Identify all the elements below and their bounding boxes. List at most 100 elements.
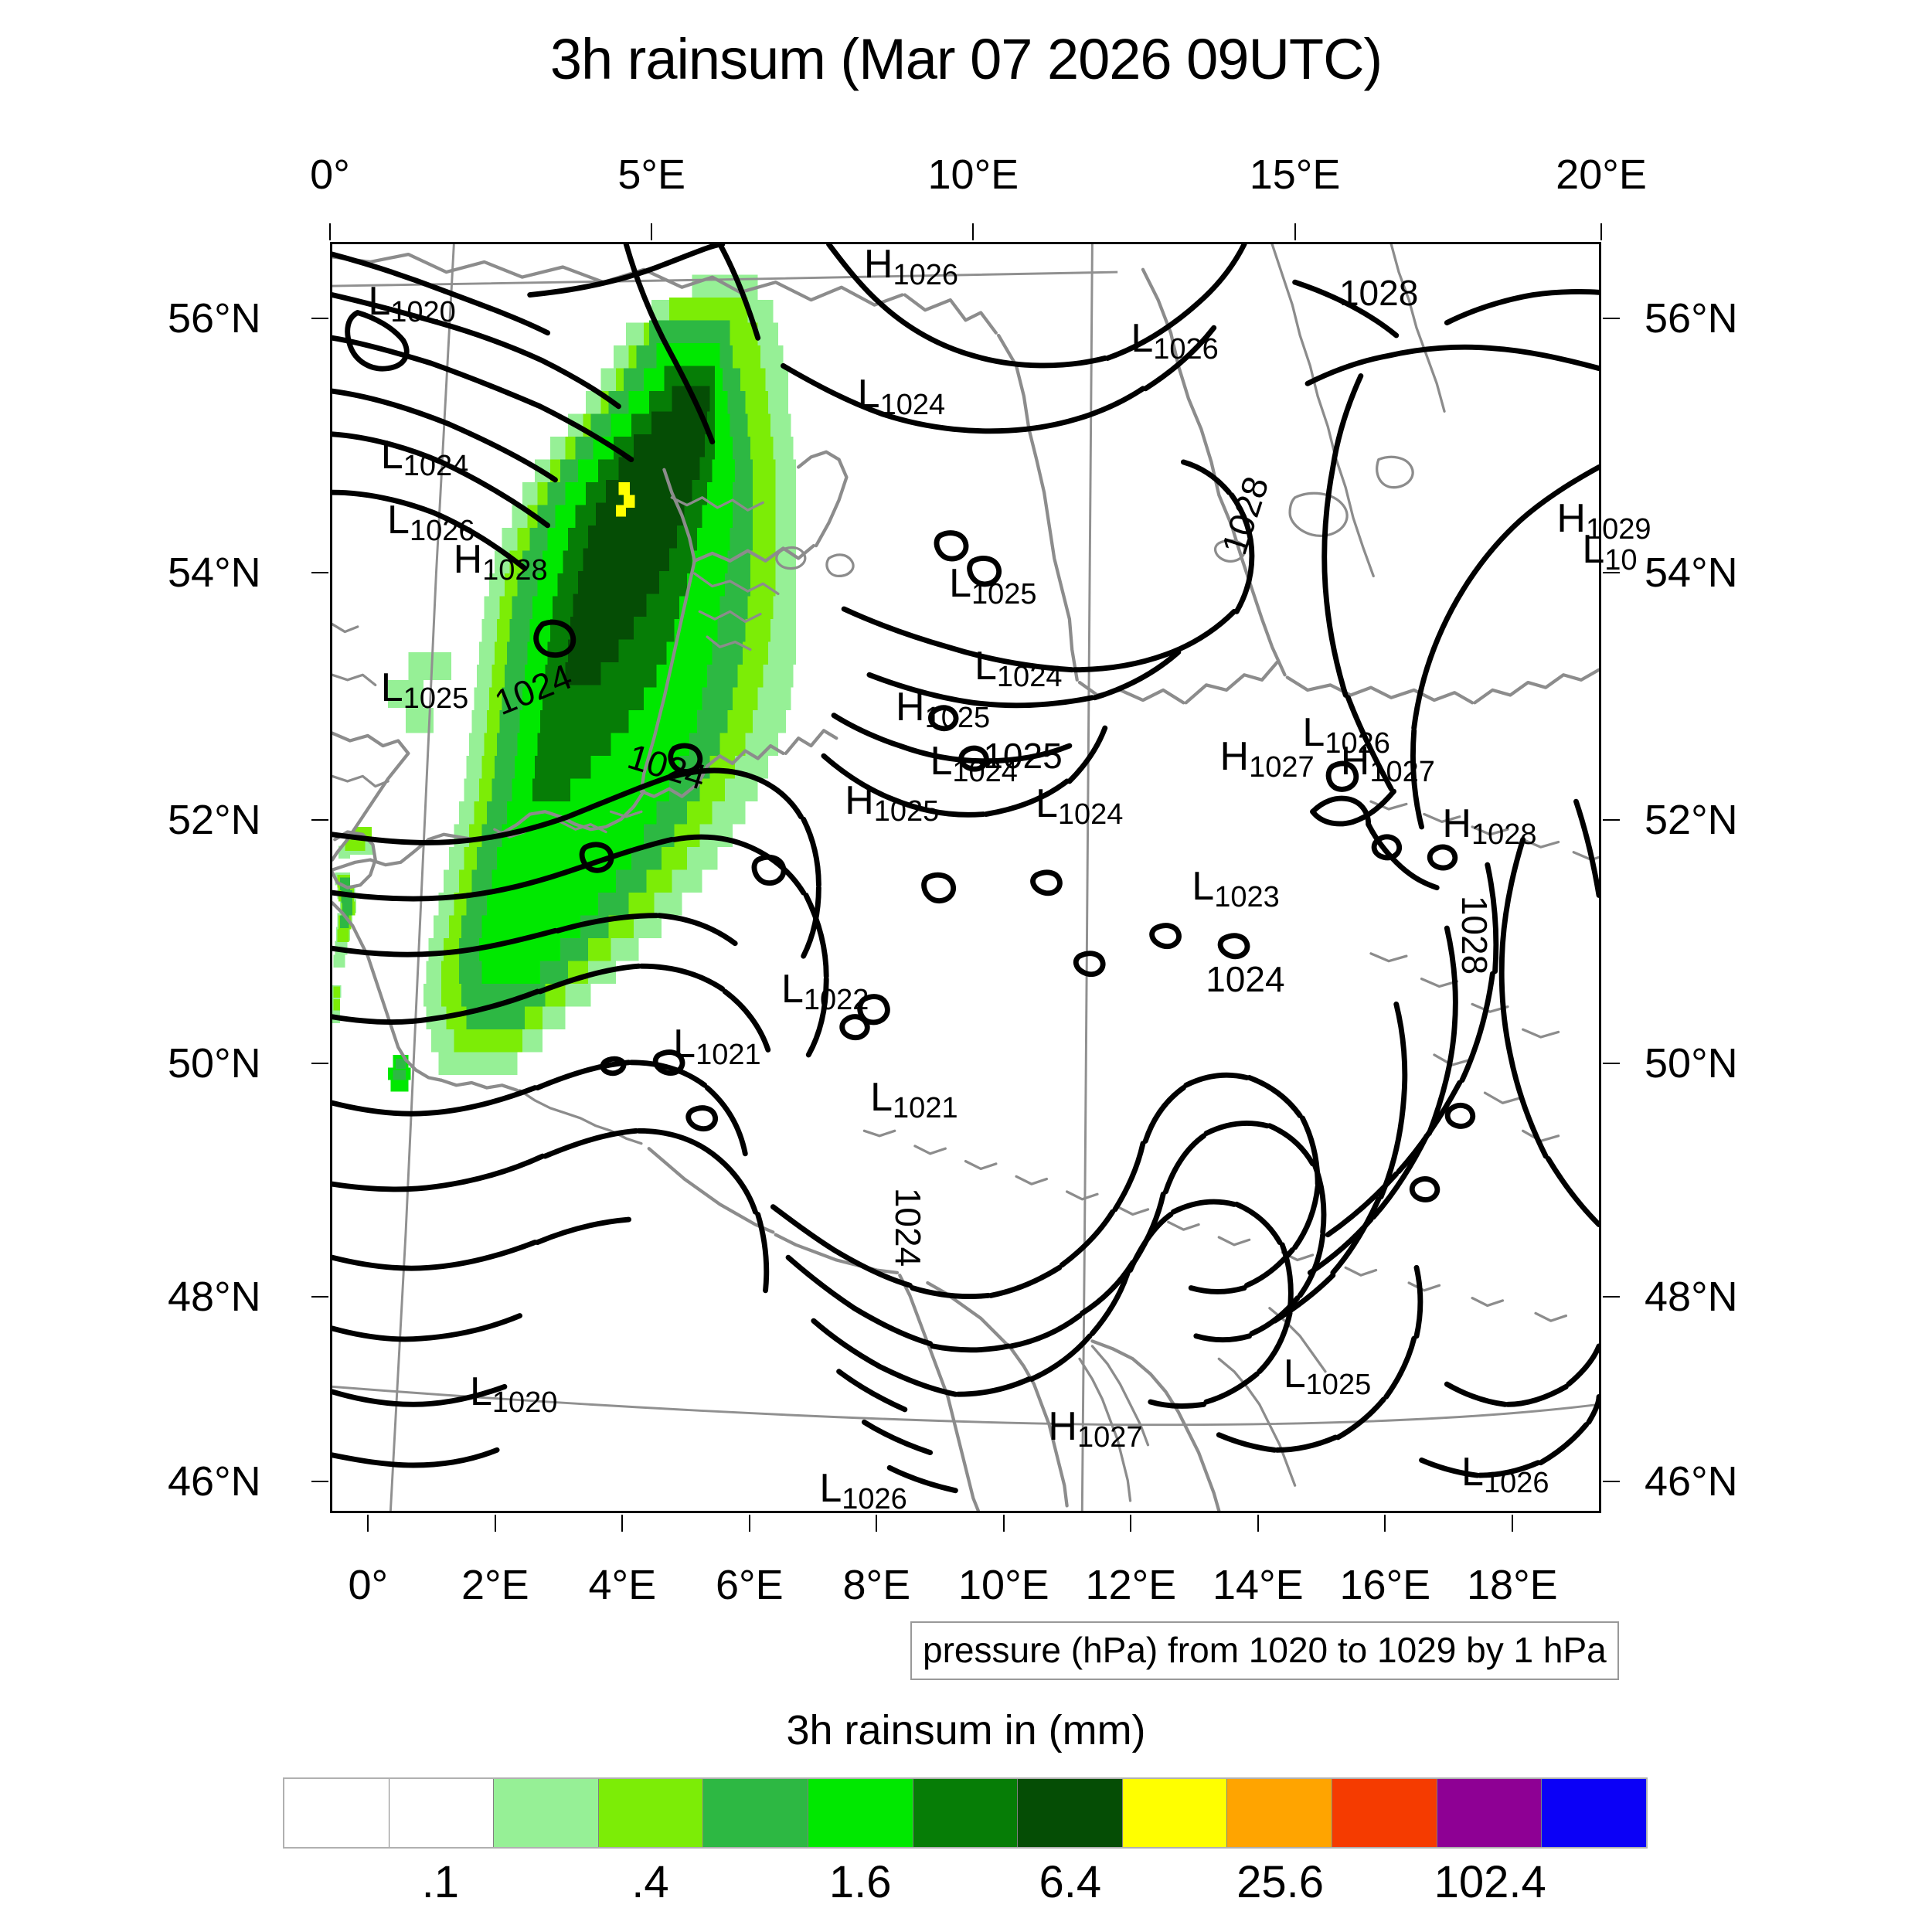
pressure-center-type: L (930, 739, 953, 784)
bottom-axis-label-4: 8°E (842, 1562, 911, 1608)
map-plot-area[interactable] (330, 242, 1601, 1513)
tick-mark (1603, 317, 1620, 319)
map-svg (332, 244, 1599, 1511)
pressure-center-type: L (1192, 863, 1215, 909)
bottom-axis-label-3: 6°E (716, 1562, 784, 1608)
pressure-center-value: 1025 (971, 578, 1037, 611)
colorbar-tick-1.6: 1.6 (828, 1857, 892, 1907)
left-axis-label-1: 54°N (168, 549, 261, 596)
colorbar-cell-9[interactable] (1227, 1779, 1333, 1847)
pressure-center-value: 1026 (1153, 332, 1219, 366)
colorbar-cell-4[interactable] (703, 1779, 809, 1847)
colorbar-tick-.4: .4 (631, 1857, 669, 1907)
pressure-center-h-17: H1025 (845, 781, 939, 826)
pressure-center-h-26: H1027 (1048, 1406, 1142, 1452)
pressure-center-type: H (453, 536, 483, 582)
colorbar[interactable] (283, 1777, 1648, 1849)
pressure-center-type: L (975, 644, 997, 689)
top-axis-label-4: 20°E (1556, 151, 1647, 198)
pressure-center-value: 10 (1604, 543, 1638, 577)
right-axis-label-5: 46°N (1645, 1458, 1738, 1505)
pressure-center-h-7: H1029 (1556, 496, 1651, 544)
colorbar-tick-6.4: 6.4 (1039, 1857, 1102, 1907)
pressure-center-value: 1024 (879, 389, 946, 422)
pressure-center-value: 1028 (482, 553, 548, 587)
bottom-axis-label-0: 0° (348, 1562, 389, 1608)
colorbar-tick-labels: .1 .4 1.6 6.4 25.6 102.4 (283, 1856, 1648, 1918)
colorbar-cell-3[interactable] (598, 1779, 704, 1847)
pressure-center-l-2: L1026 (1131, 315, 1218, 364)
tick-mark (876, 1515, 878, 1532)
colorbar-cell-1[interactable] (389, 1779, 495, 1847)
tick-mark (311, 1480, 328, 1482)
tick-mark (494, 1515, 496, 1532)
pressure-center-h-14: H1027 (1219, 733, 1315, 782)
pressure-center-type: L (1035, 781, 1058, 826)
left-axis-label-3: 50°N (168, 1039, 261, 1087)
pressure-center-value: 1025 (924, 701, 991, 734)
pressure-center-value: 1022 (803, 983, 869, 1016)
isobar-layer (332, 244, 1599, 1494)
tick-mark (1603, 819, 1620, 821)
colorbar-tick-25.6: 25.6 (1236, 1857, 1325, 1907)
pressure-center-type: H (1442, 801, 1471, 847)
tick-mark (1511, 1515, 1513, 1532)
pressure-center-h-1: H1026 (863, 242, 958, 290)
colorbar-cell-2[interactable] (494, 1779, 599, 1847)
pressure-center-type: H (1556, 496, 1586, 542)
pressure-center-l-23: L1021 (870, 1074, 957, 1123)
pressure-center-h-6: H1028 (453, 536, 548, 585)
pressure-center-l-24: L1025 (1283, 1352, 1371, 1400)
pressure-center-type: L (781, 966, 804, 1012)
colorbar-cell-11[interactable] (1437, 1779, 1543, 1847)
pressure-center-value: 1027 (1249, 750, 1315, 784)
pressure-center-value: 1029 (1585, 513, 1651, 546)
colorbar-cell-12[interactable] (1542, 1779, 1646, 1847)
tick-mark (1600, 223, 1602, 240)
top-axis-label-0: 0° (310, 151, 350, 198)
pressure-center-type: L (870, 1074, 893, 1120)
pressure-center-type: L (1131, 315, 1154, 361)
pressure-center-value: 1026 (1483, 1467, 1549, 1500)
colorbar-cell-7[interactable] (1018, 1779, 1123, 1847)
contour-label-1028-0: 1028 (1338, 272, 1419, 313)
pressure-center-type: H (863, 242, 893, 287)
pressure-center-type: L (673, 1021, 696, 1066)
pressure-center-value: 1024 (952, 756, 1018, 789)
pressure-center-value: 1028 (1471, 818, 1537, 852)
tick-mark (1603, 1296, 1620, 1298)
tick-mark (311, 571, 328, 573)
tick-mark (651, 223, 653, 240)
pressure-center-value: 1026 (1325, 726, 1390, 760)
colorbar-cell-0[interactable] (284, 1779, 389, 1847)
pressure-center-type: H (1219, 733, 1250, 779)
pressure-center-type: L (380, 665, 403, 711)
pressure-center-value: 1023 (1214, 880, 1280, 913)
pressure-center-value: 1020 (390, 295, 456, 328)
colorbar-cell-8[interactable] (1122, 1779, 1228, 1847)
pressure-center-type: H (1340, 739, 1370, 784)
pressure-center-value: 1027 (1369, 756, 1435, 789)
colorbar-cell-5[interactable] (808, 1779, 913, 1847)
colorbar-cell-6[interactable] (913, 1779, 1019, 1847)
pressure-center-type: L (857, 372, 880, 417)
pressure-center-l-18: L1024 (1035, 781, 1123, 829)
tick-mark (1603, 571, 1620, 573)
pressure-center-value: 1024 (403, 450, 469, 483)
right-axis-label-2: 52°N (1645, 797, 1738, 844)
pressure-center-type: L (1283, 1352, 1306, 1397)
pressure-center-value: 1024 (996, 661, 1063, 694)
pressure-center-value: 1021 (893, 1091, 958, 1124)
bottom-axis-label-9: 18°E (1467, 1562, 1558, 1608)
pressure-center-h-15: H1027 (1340, 739, 1435, 787)
top-axis-label-1: 5°E (617, 151, 685, 198)
tick-mark (367, 1515, 369, 1532)
pressure-center-value: 1021 (696, 1038, 761, 1071)
tick-mark (1002, 1515, 1005, 1532)
pressure-center-l-3: L1024 (381, 435, 468, 481)
pressure-center-value: 1026 (842, 1483, 907, 1516)
colorbar-cell-10[interactable] (1332, 1779, 1437, 1847)
pressure-center-l-5: L1026 (387, 500, 474, 546)
right-axis-label-1: 54°N (1645, 549, 1738, 596)
